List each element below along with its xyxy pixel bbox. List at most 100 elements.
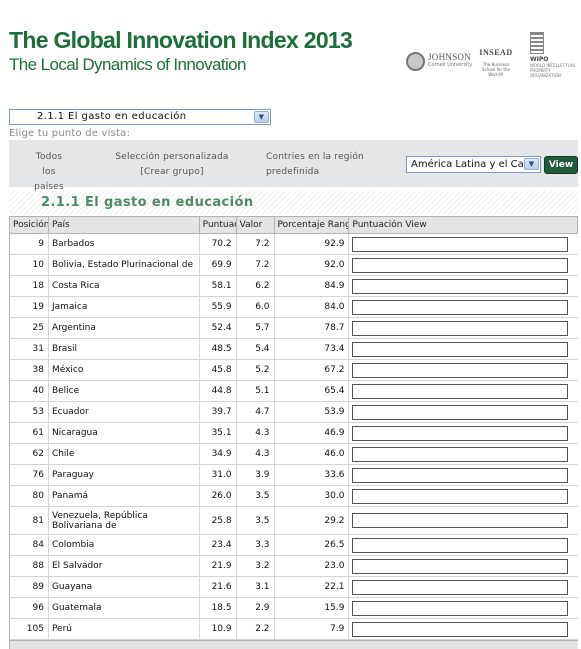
cell-country: Brasil [49, 339, 200, 359]
cell-position: 31 [10, 339, 49, 359]
table-footer-strip [10, 640, 578, 649]
cell-country: Bolivia, Estado Plurinacional de [49, 255, 200, 275]
cell-value: 3.5 [237, 486, 275, 506]
ranking-table: Posición País Puntuación Valor Porcentaj… [9, 216, 579, 649]
cell-country: Panamá [49, 486, 200, 506]
score-bar [352, 600, 569, 616]
cell-score: 26.0 [200, 486, 237, 506]
cell-position: 18 [10, 276, 49, 296]
cell-value: 4.3 [237, 423, 275, 443]
cell-percentile-rank: 73.4 [275, 339, 350, 359]
cell-score: 52.4 [200, 318, 237, 338]
table-row: 96 Guatemala 18.5 2.9 15.9 [10, 598, 578, 619]
cell-score-view [349, 402, 578, 422]
cell-score: 44.8 [200, 381, 237, 401]
cell-score-view [349, 598, 578, 618]
column-header-score-view[interactable]: Puntuación View [349, 217, 579, 233]
score-bar [352, 446, 569, 462]
cell-score-view [349, 577, 578, 597]
chevron-down-icon[interactable]: ▼ [524, 158, 539, 170]
cell-percentile-rank: 30.0 [275, 486, 350, 506]
cell-percentile-rank: 78.7 [275, 318, 350, 338]
score-bar [352, 320, 569, 336]
score-bar [352, 621, 569, 637]
column-header-value[interactable]: Valor [237, 217, 275, 233]
page-header: The Global Innovation Index 2013 The Loc… [0, 0, 581, 96]
cell-score: 55.9 [200, 297, 237, 317]
johnson-logo-text: JOHNSON [428, 52, 472, 62]
cell-score-view [349, 486, 578, 506]
cell-score-view [349, 276, 578, 296]
cell-value: 7.2 [237, 234, 275, 254]
chevron-down-icon[interactable]: ▼ [254, 111, 269, 123]
table-row: 89 Guayana 21.6 3.1 22.1 [10, 577, 578, 598]
cell-value: 3.3 [237, 535, 275, 555]
cell-value: 5.2 [237, 360, 275, 380]
cell-value: 7.2 [237, 255, 275, 275]
cell-value: 6.0 [237, 297, 275, 317]
score-bar [352, 404, 569, 420]
cell-value: 4.3 [237, 444, 275, 464]
cell-position: 96 [10, 598, 49, 618]
cell-position: 105 [10, 619, 49, 639]
score-bar [352, 488, 569, 504]
table-row: 105 Perú 10.9 2.2 7.9 [10, 619, 578, 640]
cell-country: Costa Rica [49, 276, 200, 296]
score-bar [352, 278, 569, 294]
column-header-score[interactable]: Puntuación [200, 217, 237, 233]
cell-country: Colombia [49, 535, 200, 555]
table-row: 80 Panamá 26.0 3.5 30.0 [10, 486, 578, 507]
cell-score-view [349, 381, 578, 401]
cell-percentile-rank: 67.2 [275, 360, 350, 380]
cell-score: 45.8 [200, 360, 237, 380]
view-button[interactable]: View [544, 156, 578, 174]
cell-country: Barbados [49, 234, 200, 254]
filter-bar: Todos los países Selección personalizada… [9, 140, 578, 192]
table-row: 88 El Salvador 21.9 3.2 23.0 [10, 556, 578, 577]
cell-percentile-rank: 84.9 [275, 276, 350, 296]
region-option[interactable]: Contries en la región predefinida [266, 152, 364, 177]
cell-value: 2.2 [237, 619, 275, 639]
score-bar [352, 467, 569, 483]
cell-country: Nicaragua [49, 423, 200, 443]
cell-score-view [349, 297, 578, 317]
column-header-percentile-rank[interactable]: Porcentaje Rango [275, 217, 350, 233]
table-row: 25 Argentina 52.4 5.7 78.7 [10, 318, 578, 339]
score-bar [352, 558, 569, 574]
cell-country: Guatemala [49, 598, 200, 618]
cell-position: 89 [10, 577, 49, 597]
cell-position: 88 [10, 556, 49, 576]
table-row: 9 Barbados 70.2 7.2 92.9 [10, 234, 578, 255]
score-bar [352, 341, 569, 357]
cell-position: 9 [10, 234, 49, 254]
table-row: 38 México 45.8 5.2 67.2 [10, 360, 578, 381]
table-row: 19 Jamaica 55.9 6.0 84.0 [10, 297, 578, 318]
all-countries-option[interactable]: Todos los países [34, 152, 64, 192]
indicator-select[interactable]: 2.1.1 El gasto en educación ▼ [9, 109, 271, 125]
cell-value: 3.2 [237, 556, 275, 576]
custom-selection-option[interactable]: Selección personalizada [Crear grupo] [115, 152, 229, 177]
cell-value: 4.7 [237, 402, 275, 422]
region-select[interactable]: América Latina y el Ca ▼ [406, 156, 541, 173]
cell-score-view [349, 619, 578, 639]
table-body: 9 Barbados 70.2 7.2 92.9 10 Bolivia, Estado Pl… [10, 234, 578, 640]
cell-score: 23.4 [200, 535, 237, 555]
cell-percentile-rank: 92.0 [275, 255, 350, 275]
column-header-position[interactable]: Posición [10, 217, 49, 233]
cell-value: 5.7 [237, 318, 275, 338]
viewpoint-label: Elige tu punto de vista: [9, 128, 131, 139]
cell-score-view [349, 556, 578, 576]
insead-logo: INSEAD The Business School for the World… [479, 48, 513, 77]
cell-country: Jamaica [49, 297, 200, 317]
cell-score-view [349, 535, 578, 555]
cell-score: 58.1 [200, 276, 237, 296]
score-bar [352, 362, 569, 378]
cell-score-view [349, 423, 578, 443]
cell-percentile-rank: 33.6 [275, 465, 350, 485]
cell-position: 81 [10, 507, 49, 534]
table-row: 61 Nicaragua 35.1 4.3 46.9 [10, 423, 578, 444]
cell-score: 70.2 [200, 234, 237, 254]
column-header-country[interactable]: País [49, 217, 200, 233]
cell-score: 69.9 [200, 255, 237, 275]
cell-value: 5.4 [237, 339, 275, 359]
